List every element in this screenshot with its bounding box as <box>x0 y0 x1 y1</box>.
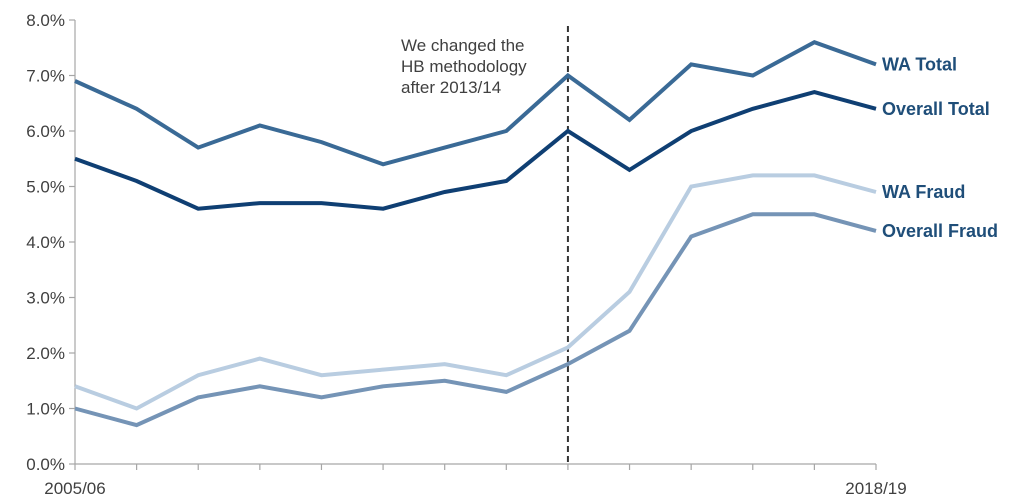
overall-fraud-line <box>74 212 877 428</box>
overall-total-line <box>74 90 877 211</box>
series-labels: WA Total Overall Total WA Fraud Overall Fra… <box>882 54 998 241</box>
y-tick-label: 8.0% <box>26 11 65 30</box>
y-tick-label: 4.0% <box>26 233 65 252</box>
y-tick-label: 1.0% <box>26 400 65 419</box>
axes: 0.0% 1.0% 2.0% 3.0% 4.0% 5.0% 6.0% 7.0% 8.0% 2005… <box>26 11 906 497</box>
annotation: We changed the HB methodology after 2013/1… <box>401 26 569 464</box>
y-tick-label: 3.0% <box>26 289 65 308</box>
y-tick-label: 2.0% <box>26 344 65 363</box>
overall-total-label: Overall Total <box>882 99 990 119</box>
wa-total-label: WA Total <box>882 54 957 74</box>
wa-total-line <box>74 40 877 167</box>
wa-fraud-line <box>74 173 877 411</box>
y-tick-label: 7.0% <box>26 67 65 86</box>
x-tick-label: 2005/06 <box>44 479 105 497</box>
y-tick-label: 5.0% <box>26 178 65 197</box>
annotation-text-line: after 2013/14 <box>401 78 501 97</box>
wa-fraud-label: WA Fraud <box>882 182 965 202</box>
y-tick-label: 6.0% <box>26 122 65 141</box>
annotation-text-line: We changed the <box>401 36 525 55</box>
y-tick-label: 0.0% <box>26 455 65 474</box>
annotation-text-line: HB methodology <box>401 57 527 76</box>
x-tick-label: 2018/19 <box>845 479 906 497</box>
series-group <box>74 40 877 428</box>
overall-fraud-label: Overall Fraud <box>882 221 998 241</box>
